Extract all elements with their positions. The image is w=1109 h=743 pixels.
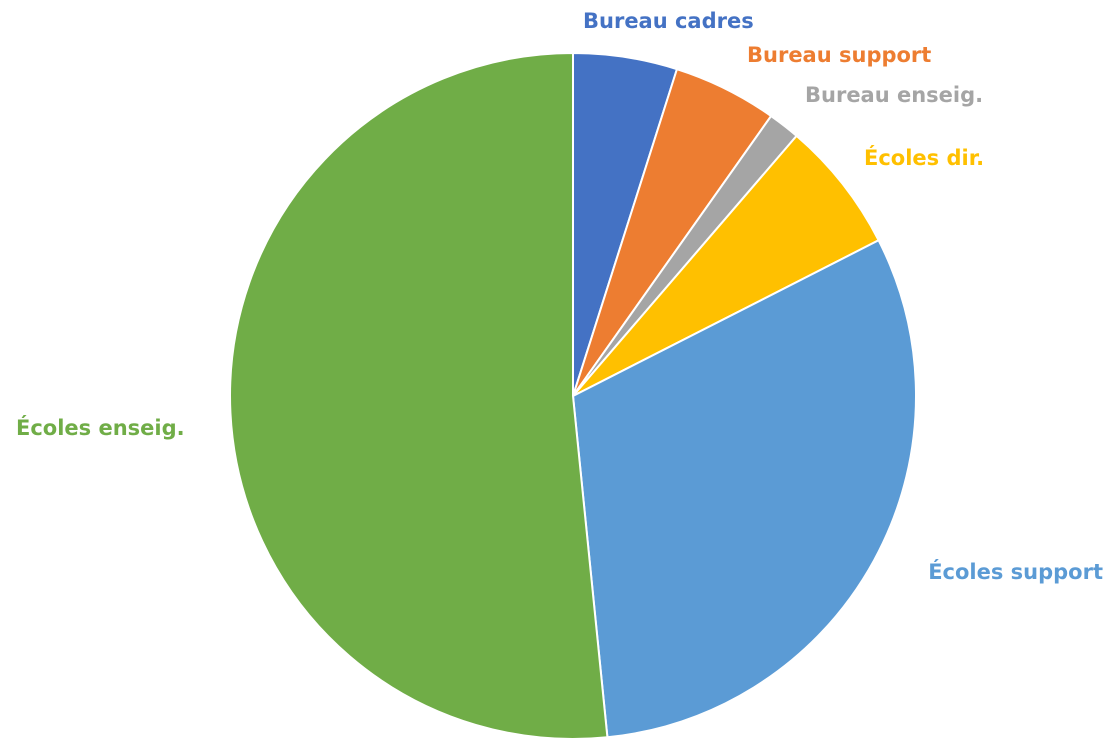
label-ecoles-support: Écoles support	[928, 559, 1103, 584]
slice-ecoles-support	[571, 238, 917, 739]
pie-labels: Bureau cadres Bureau support Bureau ense…	[16, 9, 1103, 584]
pie-slices	[229, 51, 917, 740]
slice-ecoles-enseig	[229, 51, 609, 740]
label-bureau-support: Bureau support	[747, 43, 931, 67]
label-ecoles-dir: Écoles dir.	[864, 145, 984, 170]
label-ecoles-enseig: Écoles enseig.	[16, 415, 185, 440]
label-bureau-cadres: Bureau cadres	[583, 9, 754, 33]
slice-ecoles-dir	[572, 134, 880, 397]
label-bureau-enseig: Bureau enseig.	[805, 83, 983, 107]
